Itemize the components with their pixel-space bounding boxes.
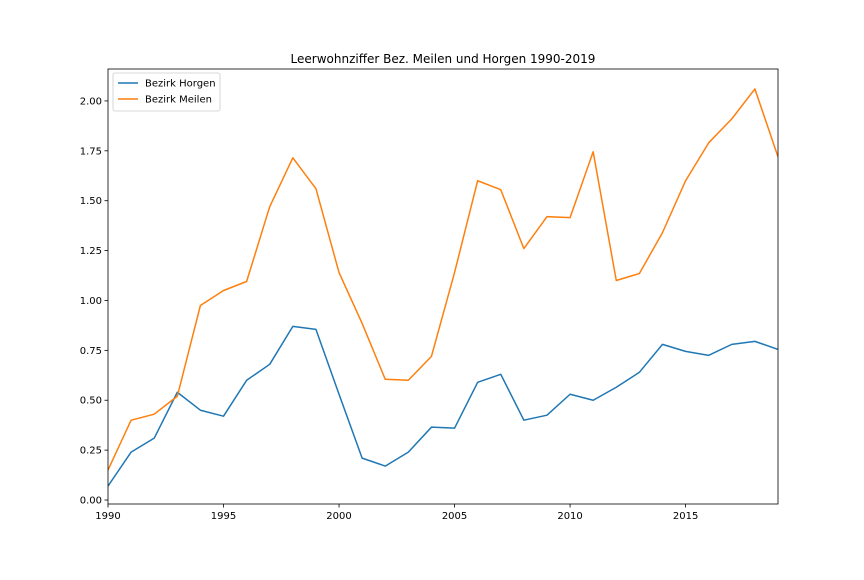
x-tick-label: 2010 (557, 511, 582, 522)
series-line-meilen (108, 88, 778, 471)
y-tick-label: 1.25 (80, 246, 102, 257)
y-tick-label: 1.75 (80, 146, 102, 157)
y-tick-label: 0.00 (80, 496, 102, 507)
legend-box (112, 72, 221, 112)
y-tick-label: 0.75 (80, 346, 102, 357)
x-tick-label: 2000 (326, 511, 351, 522)
legend-label-meilen: Bezirk Meilen (145, 95, 212, 106)
x-tick-label: 1990 (95, 511, 120, 522)
y-tick-label: 2.00 (80, 96, 102, 107)
series-line-horgen (108, 325, 778, 487)
axes: 1990 1995 2000 2005 2010 2015 0.00 0.25 0.50 0.75… (80, 68, 779, 522)
legend-label-horgen: Bezirk Horgen (145, 79, 216, 90)
x-tick-label: 2005 (442, 511, 467, 522)
x-tick-label: 1995 (211, 511, 236, 522)
chart-title: Leerwohnziffer Bez. Meilen und Horgen 19… (291, 52, 596, 66)
y-tick-label: 1.00 (80, 296, 102, 307)
plot-area (108, 88, 778, 487)
y-tick-label: 0.25 (80, 446, 102, 457)
legend: Bezirk Horgen Bezirk Meilen (112, 72, 221, 112)
y-tick-label: 0.50 (80, 396, 102, 407)
axes-frame (107, 68, 779, 505)
x-tick-label: 2015 (673, 511, 698, 522)
y-tick-label: 1.50 (80, 196, 102, 207)
